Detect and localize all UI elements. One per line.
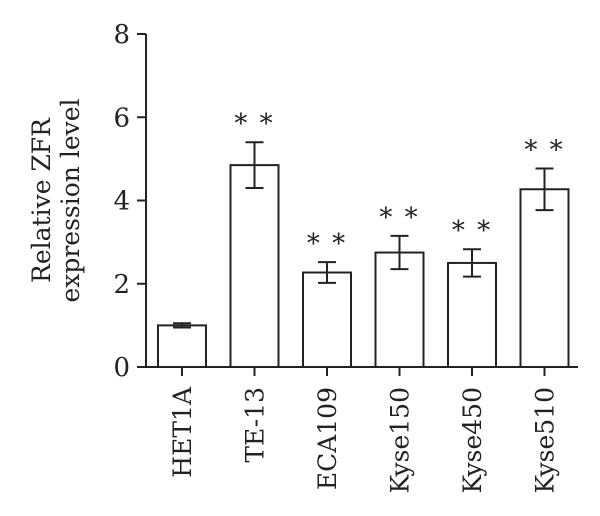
bar [302,271,352,369]
y-tick-label: 8 [113,20,130,50]
error-bar [535,167,554,212]
bar [374,251,425,368]
y-axis-label-line-2: expression level [56,98,85,302]
x-tick-label: HET1A [168,386,197,478]
y-tick-label: 6 [113,103,130,133]
error-bar [463,248,481,278]
significance-label: * * [452,216,492,246]
x-axis: HET1A TE-13 ECA109 Kyse150 Kyse450 Kyse510 [146,366,578,494]
y-tick-label: 0 [113,353,130,383]
error-bar [245,141,264,190]
bar [447,261,497,368]
y-axis-label-line-1: Relative ZFR [27,117,56,283]
error-bar [390,234,409,271]
significance-label: * * [524,135,564,165]
x-tick-label: Kyse510 [531,387,560,494]
y-tick-label: 4 [113,187,130,217]
bar [157,324,207,368]
error-bar [318,261,336,284]
significance-label: * * [379,203,419,233]
significance-label: * * [234,109,274,139]
y-tick-label: 2 [113,270,130,300]
error-bar [173,322,191,329]
bar [229,164,280,368]
x-tick-label: ECA109 [313,387,342,490]
x-tick-label: TE-13 [241,387,270,463]
y-axis: 0 2 4 6 8 [113,20,147,383]
significance-label: * * [307,229,347,259]
x-tick-label: Kyse450 [458,387,487,494]
bars: * * * * * * * * * * [157,109,570,369]
x-tick-label: Kyse150 [386,387,415,494]
bar [519,188,570,368]
